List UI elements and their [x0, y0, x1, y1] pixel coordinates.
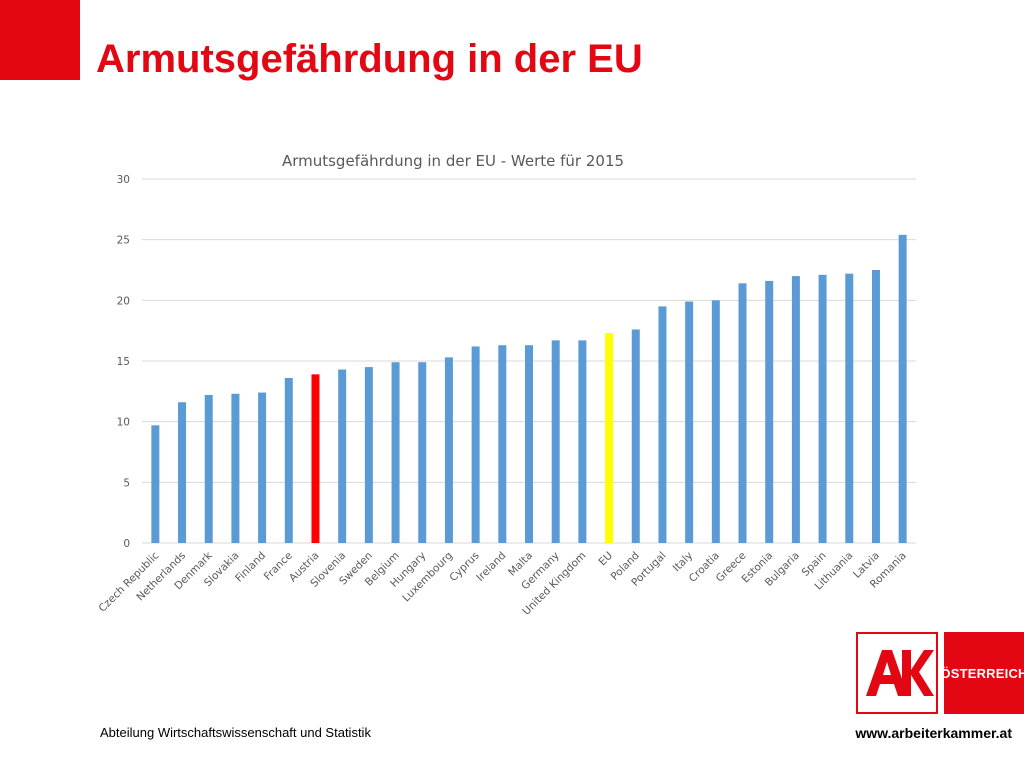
- x-axis-labels: Czech RepublicNetherlandsDenmarkSlovakia…: [96, 549, 908, 618]
- bar-france: [284, 377, 293, 543]
- footer-department: Abteilung Wirtschaftswissenschaft und St…: [100, 725, 371, 740]
- y-tick-label: 20: [117, 295, 130, 307]
- bar-estonia: [765, 280, 774, 543]
- bar-bulgaria: [791, 276, 800, 543]
- slide-title: Armutsgefährdung in der EU: [96, 37, 643, 81]
- bar-austria: [311, 374, 320, 543]
- chart-title: Armutsgefährdung in der EU - Werte für 2…: [282, 152, 624, 170]
- bar-slovenia: [338, 369, 347, 543]
- bar-spain: [818, 274, 827, 543]
- bar-netherlands: [178, 402, 187, 543]
- bar-finland: [258, 392, 267, 543]
- y-tick-label: 25: [117, 235, 130, 247]
- bar-latvia: [871, 270, 880, 543]
- corner-accent-square: [0, 0, 80, 80]
- bar-cyprus: [471, 346, 480, 543]
- bar-hungary: [418, 362, 427, 543]
- ak-logo[interactable]: ÖSTERREICH: [856, 632, 1024, 714]
- bar-sweden: [364, 367, 373, 543]
- ak-logo-mark: [856, 632, 938, 714]
- bar-croatia: [711, 300, 720, 543]
- y-axis-ticks: 0 5 10 15 20 25 30: [117, 174, 130, 550]
- ak-logo-icon: [866, 650, 934, 696]
- bar-united-kingdom: [578, 340, 587, 543]
- bar-ireland: [498, 345, 507, 543]
- bar-greece: [738, 283, 747, 543]
- bars: [151, 234, 907, 543]
- footer-website-link[interactable]: www.arbeiterkammer.at: [855, 725, 1012, 741]
- bar-belgium: [391, 362, 400, 543]
- bar-denmark: [204, 394, 213, 543]
- bar-czech-republic: [151, 425, 160, 543]
- x-category-label: EU: [597, 550, 616, 569]
- bar-portugal: [658, 306, 667, 543]
- bar-germany: [551, 340, 560, 543]
- y-tick-label: 0: [123, 538, 130, 550]
- chart-canvas: Armutsgefährdung in der EU - Werte für 2…: [96, 152, 916, 618]
- bar-slovakia: [231, 393, 240, 543]
- bar-malta: [525, 345, 533, 543]
- y-tick-label: 30: [117, 174, 130, 186]
- x-category-label: Ireland: [474, 550, 508, 584]
- bar-italy: [685, 301, 694, 543]
- bar-chart: Armutsgefährdung in der EU - Werte für 2…: [80, 140, 940, 630]
- y-tick-label: 15: [117, 356, 130, 368]
- bar-lithuania: [845, 273, 854, 543]
- bar-luxembourg: [444, 357, 453, 543]
- bar-romania: [898, 234, 907, 543]
- y-tick-label: 5: [123, 477, 130, 489]
- bar-eu: [605, 333, 614, 543]
- y-tick-label: 10: [117, 417, 130, 429]
- logo-oesterreich-label: ÖSTERREICH: [940, 632, 1024, 714]
- x-category-label: Finland: [233, 550, 268, 585]
- bar-poland: [631, 329, 640, 543]
